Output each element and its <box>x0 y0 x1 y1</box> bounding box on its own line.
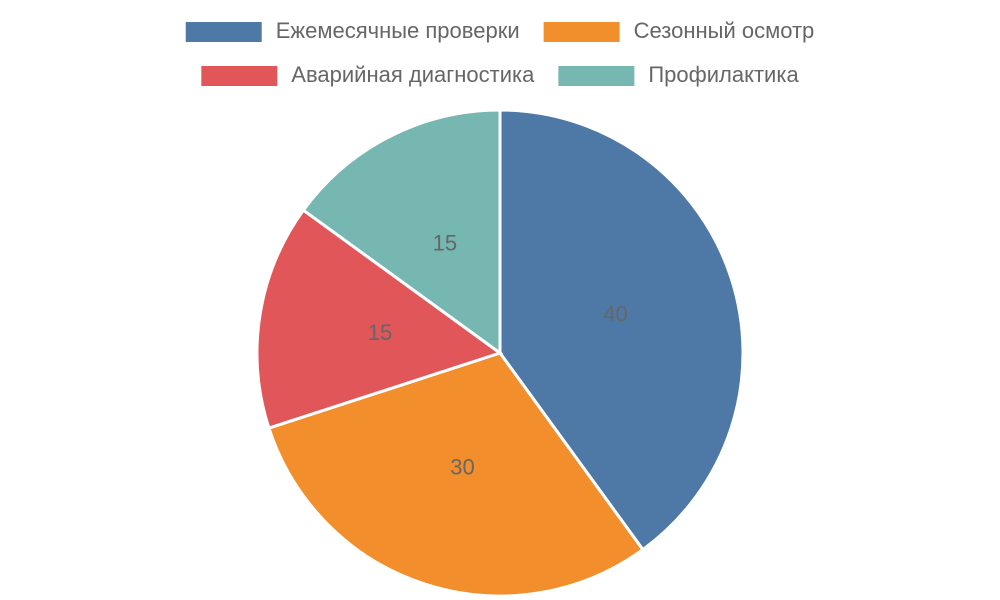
data-label: 40 <box>603 301 627 326</box>
pie-slice <box>267 351 645 598</box>
legend-label: Сезонный осмотр <box>634 18 815 43</box>
data-label: 30 <box>450 454 474 479</box>
pie-slice <box>301 108 502 356</box>
data-label: 15 <box>433 231 457 256</box>
legend-label: Профилактика <box>648 62 799 87</box>
pie-slice <box>255 208 504 430</box>
legend-swatch <box>543 22 620 42</box>
pie-slice <box>498 108 745 552</box>
legend-swatch <box>558 66 635 86</box>
data-label: 15 <box>368 320 392 345</box>
legend-row: Аварийная диагностика Профилактика <box>201 62 799 87</box>
legend-label: Ежемесячные проверки <box>276 18 520 43</box>
legend-swatch <box>185 22 262 42</box>
legend-label: Аварийная диагностика <box>291 62 535 87</box>
legend-swatch <box>201 66 278 86</box>
legend-row: Ежемесячные проверки Сезонный осмотр <box>185 18 815 43</box>
